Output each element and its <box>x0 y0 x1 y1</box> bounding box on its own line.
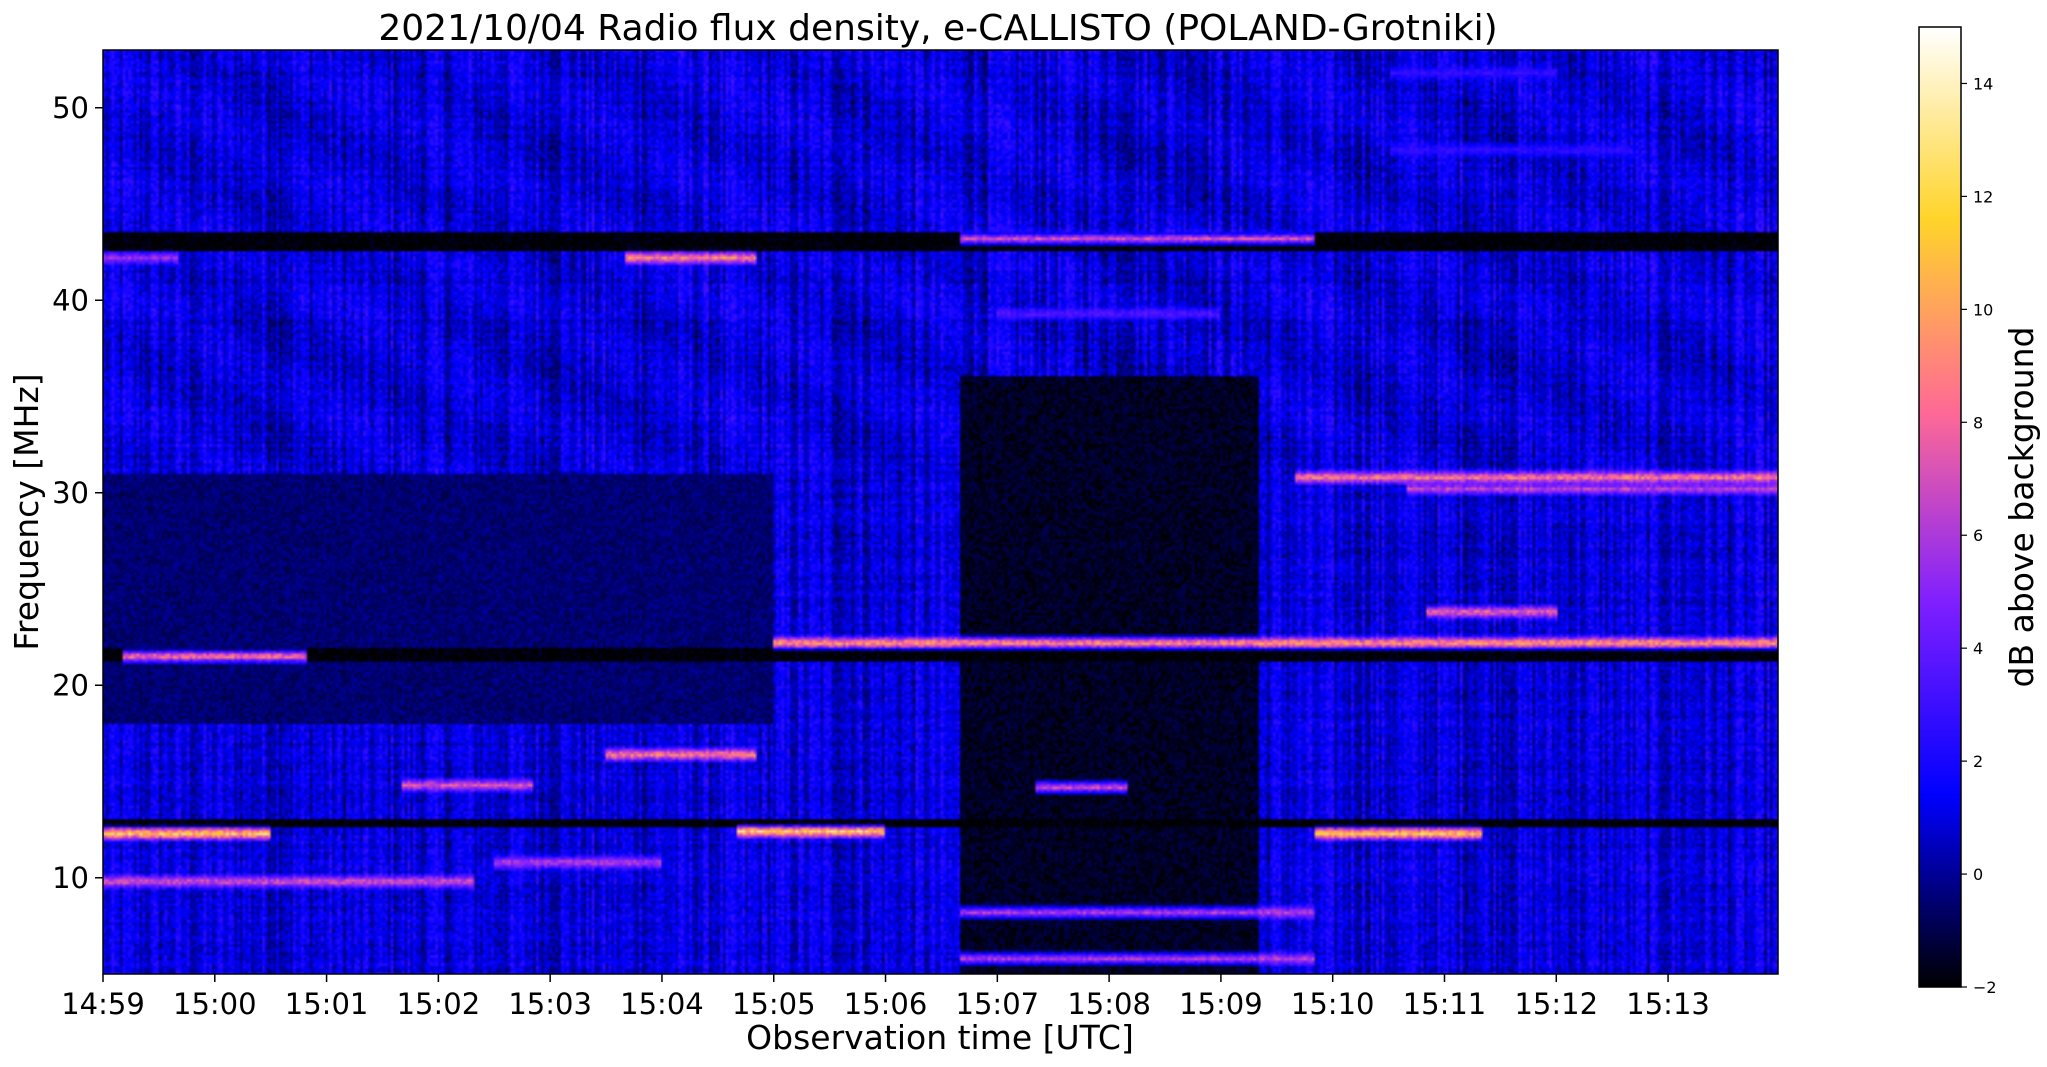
colorbar-tick-label: 0 <box>1973 865 1983 884</box>
x-tick-label: 15:12 <box>1514 987 1598 1021</box>
colorbar-tick-label: 10 <box>1973 300 1993 319</box>
x-tick-label: 14:59 <box>61 987 145 1021</box>
x-tick-label: 15:01 <box>285 987 369 1021</box>
x-tick-label: 15:05 <box>732 987 816 1021</box>
plot-area <box>102 49 1779 975</box>
x-tick-label: 15:07 <box>956 987 1040 1021</box>
colorbar-tick-label: 12 <box>1973 187 1993 206</box>
colorbar-tick-label: 2 <box>1973 752 1983 771</box>
x-axis: 14:59 15:00 15:01 15:02 15:03 15:04 15:05 15:06… <box>61 974 1710 1021</box>
x-tick-label: 15:13 <box>1626 987 1710 1021</box>
colorbar-tick-label: 4 <box>1973 639 1983 658</box>
x-axis-label: Observation time [UTC] <box>746 1018 1134 1057</box>
colorbar-tick-label: 6 <box>1973 526 1983 545</box>
y-tick-label: 20 <box>52 668 89 702</box>
x-tick-label: 15:11 <box>1403 987 1487 1021</box>
y-tick-label: 10 <box>52 861 89 895</box>
x-tick-label: 15:08 <box>1067 987 1151 1021</box>
x-tick-label: 15:06 <box>844 987 928 1021</box>
y-tick-label: 40 <box>52 283 89 317</box>
y-axis: 10 20 30 40 50 <box>52 91 103 895</box>
colorbar-tick-label: 14 <box>1973 74 1993 93</box>
chart-title: 2021/10/04 Radio flux density, e-CALLIST… <box>378 8 1497 49</box>
colorbar-tick-label: 8 <box>1973 413 1983 432</box>
x-tick-label: 15:03 <box>508 987 592 1021</box>
x-tick-label: 15:04 <box>620 987 704 1021</box>
y-tick-label: 30 <box>52 476 89 510</box>
plot-frame <box>102 49 1779 975</box>
colorbar: −2 0 2 4 6 8 10 12 14 dB above background <box>1918 26 2041 997</box>
spectrogram-heatmap <box>103 50 1778 974</box>
y-tick-label: 50 <box>52 91 89 125</box>
x-tick-label: 15:10 <box>1291 987 1375 1021</box>
colorbar-gradient <box>1918 26 1962 988</box>
x-tick-label: 15:00 <box>173 987 257 1021</box>
x-tick-label: 15:09 <box>1179 987 1263 1021</box>
y-axis-label: Frequency [MHz] <box>7 373 46 650</box>
colorbar-label: dB above background <box>2002 327 2041 688</box>
colorbar-tick-label: −2 <box>1973 978 1997 997</box>
x-tick-label: 15:02 <box>397 987 481 1021</box>
